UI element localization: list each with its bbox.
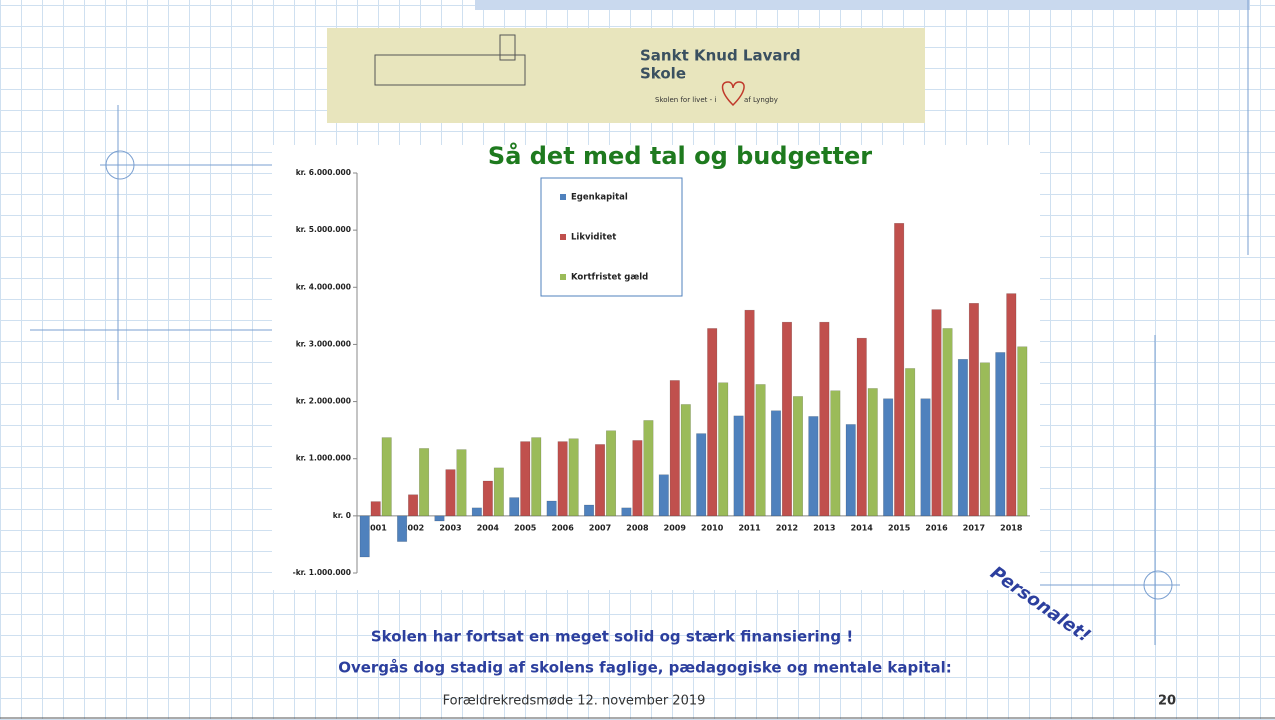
legend-label: Egenkapital	[571, 193, 628, 203]
bar	[397, 516, 407, 542]
bar	[510, 498, 520, 516]
bar	[958, 359, 968, 516]
bar	[1007, 294, 1017, 516]
x-tick-label: 2014	[851, 523, 874, 532]
x-tick-label: 2007	[589, 523, 611, 532]
bar	[868, 388, 878, 515]
bar	[932, 310, 942, 516]
y-tick-label: kr. 4.000.000	[296, 282, 351, 291]
bar	[435, 516, 445, 521]
x-tick-label: 2015	[888, 523, 911, 532]
bar	[681, 404, 691, 515]
bar	[707, 328, 717, 515]
bar	[996, 352, 1006, 515]
bar	[846, 424, 856, 515]
logo-tagline: af Lyngby	[744, 96, 778, 104]
y-tick-label: -kr. 1.000.000	[293, 568, 351, 577]
bar	[569, 439, 579, 516]
x-tick-label: 2018	[1000, 523, 1023, 532]
bar	[382, 438, 392, 516]
bar	[857, 338, 867, 516]
x-tick-label: 2004	[477, 523, 500, 532]
bar	[883, 399, 893, 516]
x-tick-label: 2008	[626, 523, 649, 532]
bar	[745, 310, 755, 516]
bar	[644, 420, 654, 515]
page-number: 20	[1158, 694, 1176, 709]
bar	[558, 442, 568, 516]
bar	[606, 431, 616, 516]
bar	[633, 440, 643, 515]
bar	[894, 223, 904, 516]
y-tick-label: kr. 5.000.000	[296, 225, 351, 234]
bar	[943, 328, 953, 515]
bar	[457, 450, 467, 516]
top-band	[475, 0, 1250, 10]
x-tick-label: 2013	[813, 523, 835, 532]
bar	[521, 442, 531, 516]
bar	[905, 368, 915, 515]
y-tick-label: kr. 6.000.000	[296, 168, 351, 177]
logo-tagline: Skolen for livet - i	[655, 96, 716, 104]
chart-title: Så det med tal og budgetter	[488, 141, 872, 170]
body-text: Skolen har fortsat en meget solid og stæ…	[371, 628, 853, 646]
x-tick-label: 2005	[514, 523, 537, 532]
bar	[718, 383, 728, 516]
bar	[820, 322, 830, 516]
bar	[532, 438, 542, 516]
footer: Forældrekredsmøde 12. november 2019	[443, 694, 706, 709]
legend-label: Kortfristet gæld	[571, 273, 648, 283]
logo-box	[327, 28, 925, 123]
x-tick-label: 2009	[664, 523, 687, 532]
y-tick-label: kr. 2.000.000	[296, 397, 351, 406]
bar	[360, 516, 370, 557]
bar	[547, 501, 557, 516]
x-tick-label: 2011	[738, 523, 761, 532]
bar	[584, 505, 594, 516]
bar	[831, 391, 841, 516]
legend-swatch	[560, 274, 566, 280]
logo: Sankt Knud Lavard Skole Skolen for livet…	[327, 28, 925, 123]
bar	[659, 475, 669, 516]
bar	[670, 380, 680, 515]
bar	[494, 468, 504, 516]
bar	[472, 508, 482, 516]
bar	[921, 399, 931, 516]
slide: Sankt Knud Lavard Skole Skolen for livet…	[0, 0, 1275, 720]
bar	[446, 470, 456, 516]
x-tick-label: 2012	[776, 523, 798, 532]
bar	[734, 416, 744, 516]
bar	[595, 444, 605, 515]
stamp: Personalet!	[986, 562, 1094, 646]
x-tick-label: 2006	[552, 523, 575, 532]
bar	[782, 322, 792, 516]
y-tick-label: kr. 0	[333, 511, 351, 520]
bar	[408, 495, 418, 516]
bar	[980, 363, 990, 516]
legend-swatch	[560, 194, 566, 200]
bar	[771, 411, 781, 516]
x-tick-label: 2016	[925, 523, 948, 532]
bar	[809, 416, 819, 515]
bar	[793, 396, 803, 515]
bar	[1018, 347, 1028, 516]
logo-name: Sankt Knud Lavard	[640, 47, 801, 65]
bar	[483, 481, 493, 516]
bar	[696, 434, 706, 516]
legend-label: Likviditet	[571, 233, 616, 243]
x-tick-label: 2003	[439, 523, 461, 532]
body-text: Overgås dog stadig af skolens faglige, p…	[338, 659, 952, 677]
x-tick-label: 2010	[701, 523, 724, 532]
bar	[371, 502, 381, 516]
bar	[622, 508, 632, 516]
bar	[756, 384, 766, 515]
logo-name: Skole	[640, 65, 686, 83]
y-tick-label: kr. 3.000.000	[296, 339, 351, 348]
bar	[969, 303, 979, 516]
y-tick-label: kr. 1.000.000	[296, 454, 351, 463]
legend-swatch	[560, 234, 566, 240]
bar	[419, 448, 429, 515]
x-tick-label: 2017	[963, 523, 985, 532]
